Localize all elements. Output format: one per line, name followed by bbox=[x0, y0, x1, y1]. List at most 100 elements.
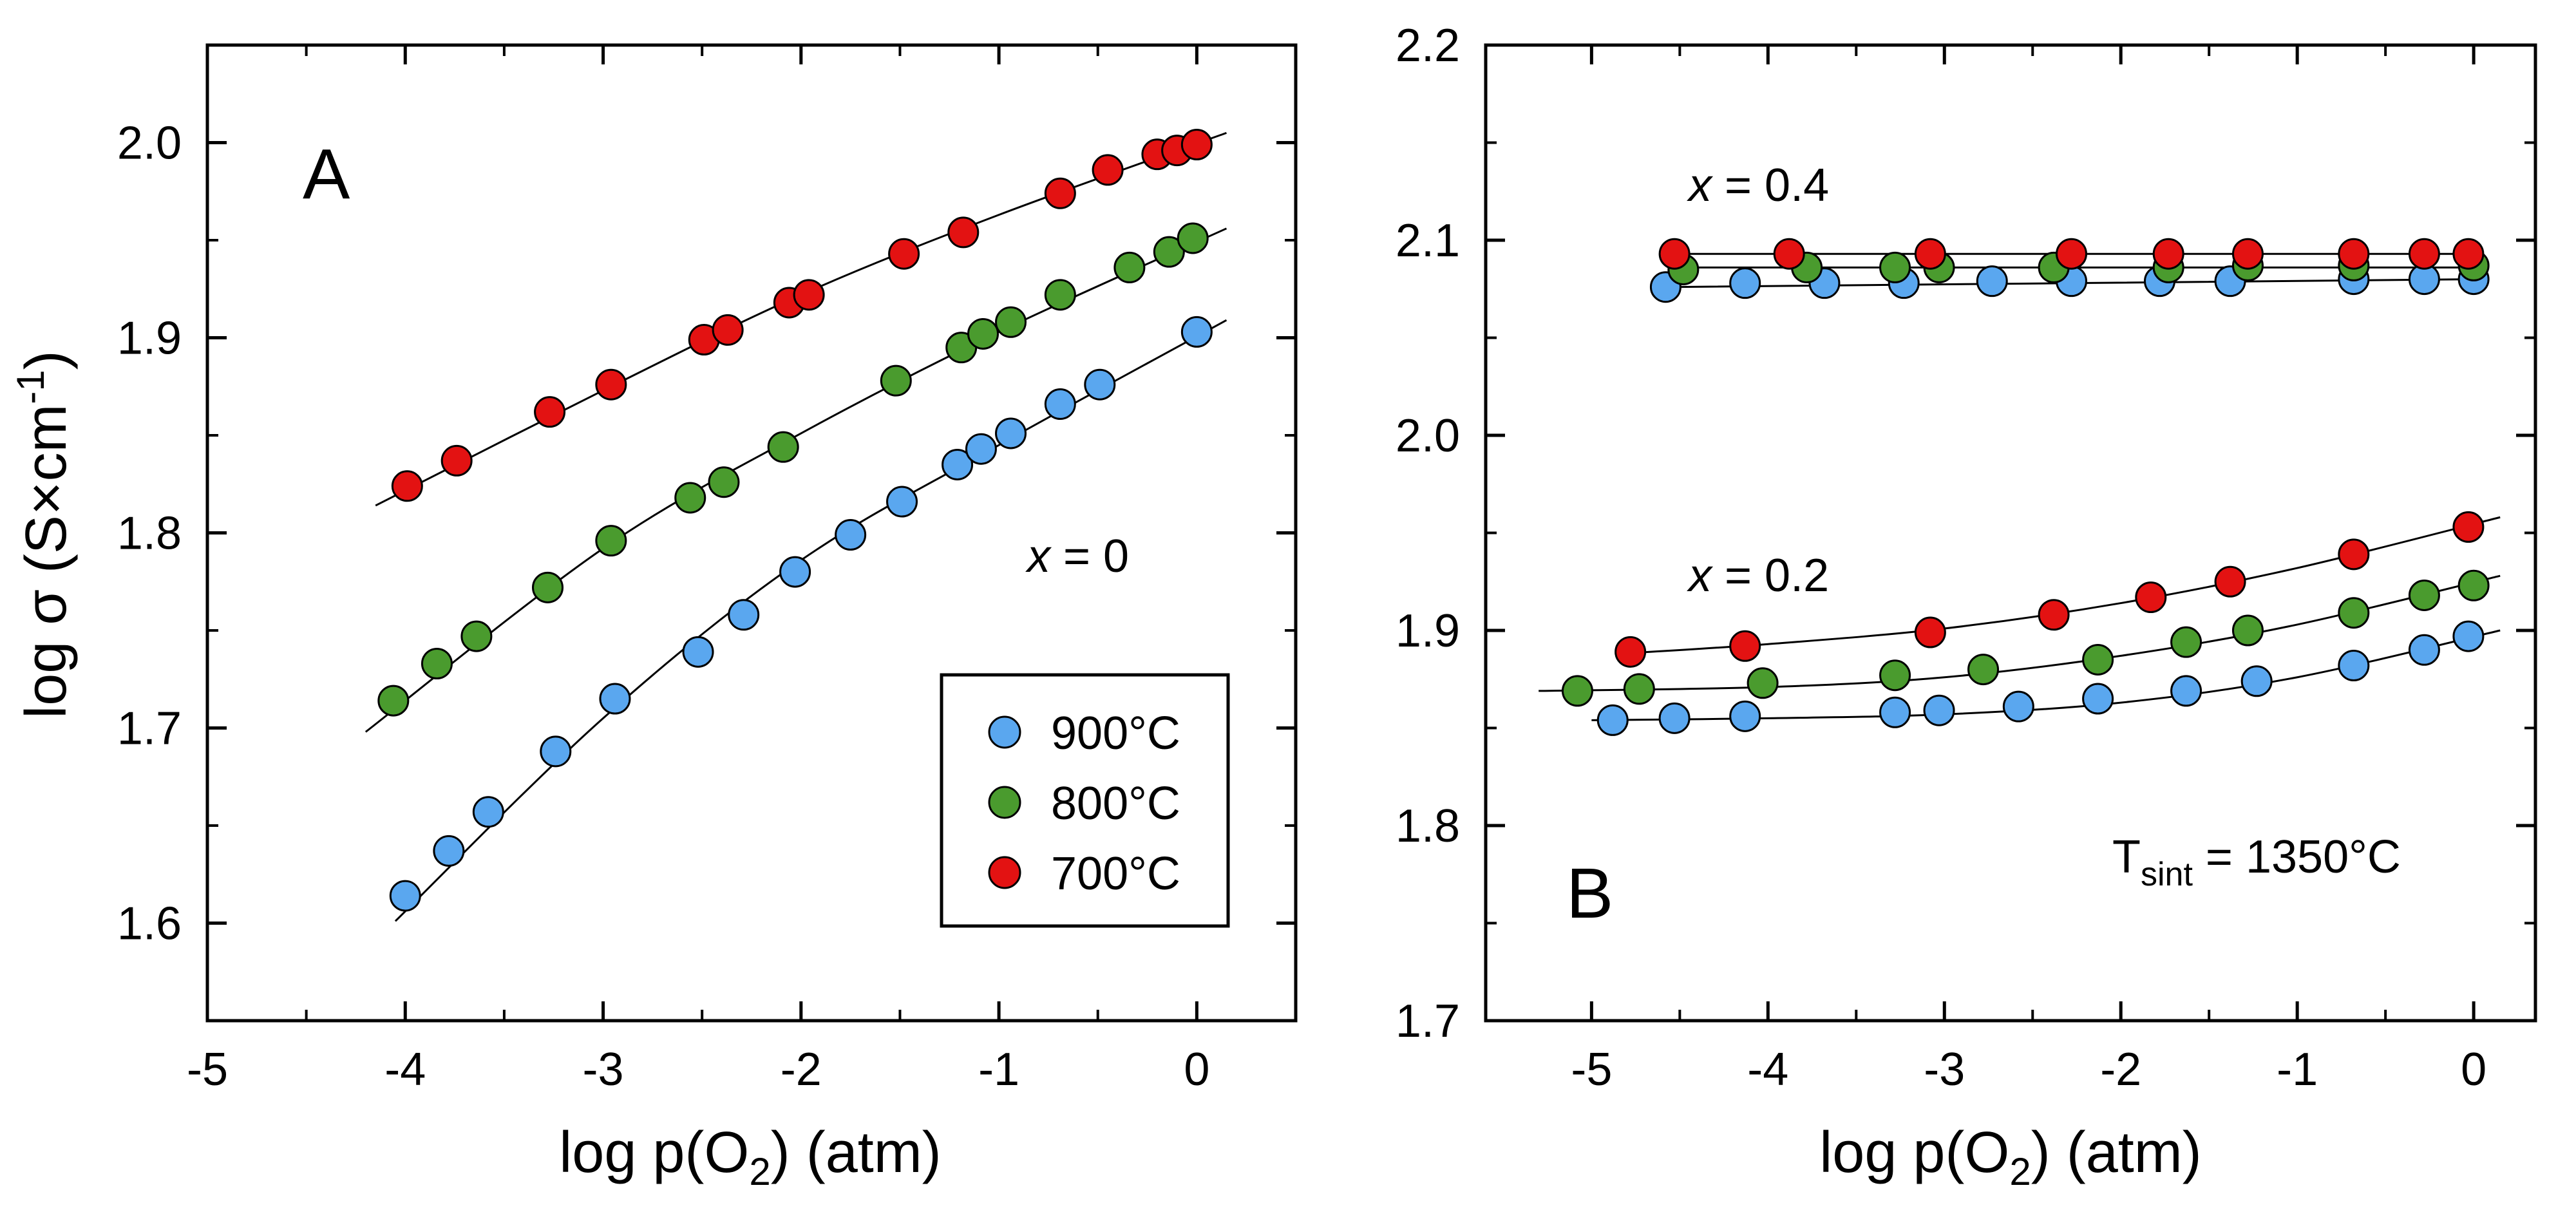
data-point-900C bbox=[2240, 665, 2273, 697]
x-tick-label: -2 bbox=[2100, 1044, 2141, 1095]
x-tick-label: -1 bbox=[978, 1044, 1019, 1095]
data-point-800C bbox=[674, 482, 706, 514]
x-tick-label: -5 bbox=[1571, 1044, 1612, 1095]
x-tick-label: 0 bbox=[2461, 1044, 2486, 1095]
data-point-700C bbox=[2338, 238, 2370, 270]
x-tick-label: -4 bbox=[384, 1044, 426, 1095]
fit-line-800C bbox=[365, 227, 1227, 733]
panel-b-annotation-x04: x = 0.4 bbox=[1687, 160, 1829, 211]
data-point-700C bbox=[2231, 238, 2264, 270]
y-tick-label: 1.6 bbox=[117, 898, 182, 950]
data-point-800C bbox=[2408, 579, 2440, 611]
data-point-800C bbox=[1113, 251, 1146, 283]
legend: 900°C 800°C 700°C bbox=[940, 673, 1230, 928]
data-point-900C bbox=[540, 735, 572, 768]
data-point-900C bbox=[1729, 267, 1761, 299]
data-point-700C bbox=[1615, 636, 1647, 668]
y-tick-label: 2.2 bbox=[1396, 20, 1460, 71]
data-point-800C bbox=[2458, 569, 2490, 601]
panel-a-y-axis-label: log σ (S×cm-1) bbox=[9, 350, 79, 719]
x-tick-label: -3 bbox=[583, 1044, 624, 1095]
panel-a-x-axis-label: log p(O2) (atm) bbox=[559, 1120, 941, 1193]
data-point-700C bbox=[888, 238, 920, 270]
data-point-900C bbox=[599, 683, 631, 715]
data-point-900C bbox=[2082, 683, 2114, 715]
data-point-700C bbox=[1180, 129, 1213, 161]
data-point-900C bbox=[1596, 704, 1629, 736]
y-tick-label: 1.7 bbox=[117, 703, 182, 755]
data-point-900C bbox=[779, 556, 811, 588]
data-point-700C bbox=[947, 216, 980, 249]
data-point-800C bbox=[1879, 659, 1911, 692]
data-point-700C bbox=[1773, 238, 1805, 270]
data-point-900C bbox=[1658, 702, 1690, 734]
panel-a: -5 -4 -3 -2 -1 0 1.6 1.7 1.8 1.9 2.0 A x = 0 900°C… bbox=[9, 43, 1298, 1193]
y-tick-label: 2.1 bbox=[1396, 215, 1460, 267]
data-point-900C bbox=[1923, 694, 1955, 726]
legend-label-800: 800°C bbox=[1051, 778, 1180, 829]
data-point-700C bbox=[1092, 154, 1124, 186]
fit-line-700C bbox=[375, 131, 1227, 507]
data-point-800C bbox=[1747, 667, 1779, 699]
data-point-800C bbox=[2231, 614, 2264, 647]
x-tick-label: -4 bbox=[1747, 1044, 1788, 1095]
data-point-800C bbox=[532, 571, 564, 603]
y-tick-label: 1.7 bbox=[1396, 996, 1460, 1047]
data-point-800C bbox=[2082, 643, 2114, 676]
data-point-900C bbox=[965, 433, 997, 465]
data-point-700C bbox=[534, 396, 566, 428]
data-point-800C bbox=[460, 620, 493, 652]
data-point-700C bbox=[1044, 177, 1076, 209]
data-point-700C bbox=[1914, 238, 1946, 270]
data-point-800C bbox=[967, 317, 999, 350]
panel-b-letter: B bbox=[1566, 854, 1613, 933]
data-point-800C bbox=[1561, 675, 1593, 707]
data-point-800C bbox=[1153, 236, 1185, 268]
panel-b-x-axis-label: log p(O2) (atm) bbox=[1819, 1120, 2201, 1193]
data-point-900C bbox=[2338, 650, 2370, 682]
y-tick-label: 1.8 bbox=[1396, 800, 1460, 852]
data-point-900C bbox=[942, 448, 974, 480]
data-point-700C bbox=[1658, 238, 1690, 270]
data-point-800C bbox=[708, 466, 740, 498]
data-point-900C bbox=[389, 880, 421, 912]
data-point-700C bbox=[2338, 538, 2370, 571]
legend-label-900: 900°C bbox=[1051, 708, 1180, 759]
panel-b: -5 -4 -3 -2 -1 01.71.81.92.02.12.2 B x = 0.4 … bbox=[1396, 20, 2537, 1193]
data-point-900C bbox=[886, 486, 918, 518]
data-point-800C bbox=[1177, 222, 1209, 254]
x-tick-label: -2 bbox=[781, 1044, 822, 1095]
data-point-700C bbox=[2056, 238, 2088, 270]
legend-swatch-900 bbox=[988, 715, 1021, 749]
panel-b-points bbox=[1561, 238, 2490, 736]
data-point-700C bbox=[440, 444, 473, 477]
legend-label-700: 700°C bbox=[1051, 848, 1180, 900]
data-point-900C bbox=[682, 636, 714, 668]
data-point-800C bbox=[767, 431, 799, 463]
data-point-800C bbox=[1879, 251, 1911, 283]
data-point-800C bbox=[1044, 279, 1076, 311]
data-point-800C bbox=[2170, 626, 2202, 658]
panel-b-annotation-x02: x = 0.2 bbox=[1687, 550, 1829, 601]
data-point-900C bbox=[2170, 675, 2202, 707]
panel-a-ticks: -5 -4 -3 -2 -1 0 1.6 1.7 1.8 1.9 2.0 bbox=[117, 45, 1296, 1095]
x-tick-label: -5 bbox=[187, 1044, 228, 1095]
data-point-900C bbox=[433, 835, 465, 867]
data-point-900C bbox=[728, 599, 760, 631]
data-point-700C bbox=[391, 470, 423, 502]
legend-swatch-800 bbox=[988, 786, 1021, 819]
data-point-900C bbox=[1879, 696, 1911, 728]
data-point-900C bbox=[472, 796, 504, 828]
x-tick-label: -3 bbox=[1924, 1044, 1965, 1095]
data-point-700C bbox=[1729, 630, 1761, 662]
data-point-700C bbox=[595, 368, 627, 401]
data-point-800C bbox=[377, 685, 410, 717]
data-point-800C bbox=[880, 364, 912, 397]
y-tick-label: 1.9 bbox=[117, 313, 182, 364]
panel-b-ticks: -5 -4 -3 -2 -1 0 1.7 1.8 1.9 2.0 2.1 2.2 bbox=[1396, 20, 2535, 1095]
fit-line-800C bbox=[1539, 574, 2501, 692]
data-point-900C bbox=[995, 417, 1027, 449]
data-point-700C bbox=[2152, 238, 2184, 270]
data-point-700C bbox=[2038, 599, 2070, 631]
